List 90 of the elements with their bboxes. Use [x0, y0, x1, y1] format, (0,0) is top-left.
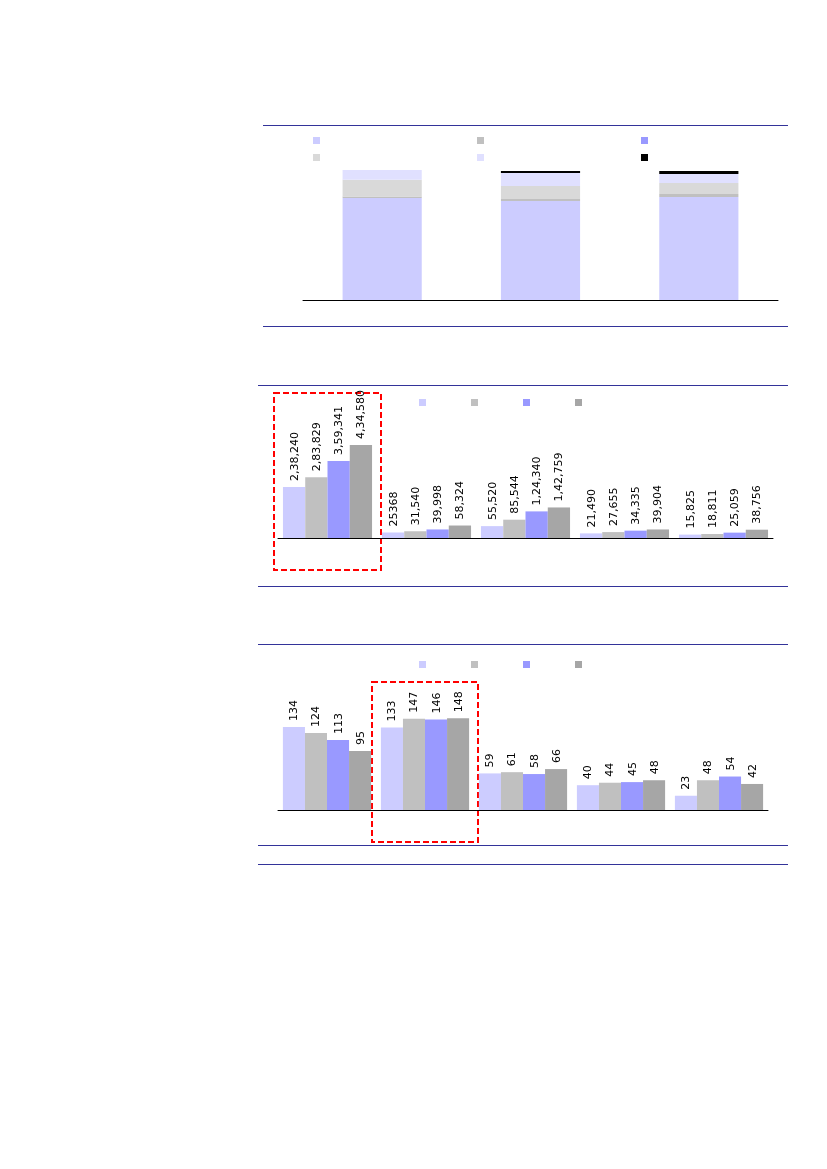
bar [480, 526, 504, 538]
data-label: 4,34,580 [354, 390, 368, 439]
bar [674, 795, 697, 810]
bar [500, 185, 581, 199]
bar [621, 782, 644, 810]
data-label: 85,544 [507, 475, 521, 514]
bar [282, 487, 306, 538]
bar [282, 726, 305, 810]
bar [327, 461, 350, 538]
data-label: 124 [309, 706, 323, 728]
data-label: 39,904 [651, 484, 665, 524]
data-label: 44 [603, 762, 617, 777]
bar [478, 773, 501, 810]
data-label: 3,59,341 [332, 406, 346, 456]
data-label: 61 [505, 752, 519, 767]
data-label: 48 [701, 760, 715, 775]
data-label: 18,811 [705, 489, 719, 528]
bar [659, 197, 739, 300]
bar [380, 727, 403, 810]
data-label: 23 [679, 775, 693, 790]
bar [545, 769, 568, 810]
data-label: 66 [549, 749, 563, 764]
bar [327, 739, 350, 810]
bar [523, 774, 546, 810]
bar [503, 519, 526, 538]
bar [500, 172, 581, 186]
data-label: 1,42,759 [552, 452, 566, 502]
bar [659, 183, 739, 195]
data-label: 113 [331, 712, 345, 734]
data-label: 2,83,829 [309, 422, 323, 472]
data-label: 25,059 [728, 488, 742, 527]
bar [342, 197, 422, 300]
bar [659, 171, 739, 175]
bar [719, 776, 742, 810]
bar [447, 718, 470, 810]
data-label: 59 [483, 753, 497, 768]
data-label: 39,998 [431, 484, 445, 524]
bar [696, 780, 719, 810]
data-label: 1,24,340 [530, 456, 544, 506]
bar [342, 179, 422, 197]
bar [349, 445, 373, 538]
bar [404, 531, 427, 538]
data-label: 58,324 [453, 481, 467, 520]
bar [448, 525, 472, 538]
bar [305, 477, 328, 538]
bar [646, 529, 670, 538]
bar [745, 529, 769, 538]
bar [701, 533, 724, 538]
data-label: 148 [451, 691, 465, 713]
data-label: 34,335 [629, 486, 643, 525]
data-label: 48 [647, 760, 661, 775]
bar [349, 751, 372, 810]
bar [500, 772, 523, 810]
bar [659, 194, 739, 198]
bar [598, 782, 621, 810]
data-label: 21,490 [584, 488, 598, 528]
bar [547, 507, 571, 538]
bar [426, 529, 449, 538]
data-label: 15,825 [683, 490, 697, 529]
data-label: 45 [625, 762, 639, 777]
bar [602, 532, 625, 538]
bar [741, 783, 764, 810]
bar [723, 532, 746, 538]
data-label: 40 [581, 765, 595, 780]
data-label: 38,756 [750, 485, 764, 524]
data-label: 133 [385, 700, 399, 722]
data-label: 2,38,240 [287, 432, 301, 482]
bar [402, 718, 425, 810]
data-label: 27,655 [606, 487, 620, 527]
data-label: 25368 [386, 491, 400, 527]
bar [576, 785, 599, 810]
bar [643, 780, 666, 810]
data-label: 134 [287, 699, 301, 721]
bar [342, 170, 422, 180]
bar [579, 533, 603, 538]
data-label: 54 [723, 756, 737, 771]
data-label: 42 [745, 763, 759, 778]
data-label: 95 [353, 731, 367, 746]
bar [425, 719, 448, 810]
bar [500, 200, 581, 300]
bar [624, 530, 647, 538]
data-label: 147 [407, 691, 421, 713]
data-label: 55,520 [485, 481, 499, 521]
data-label: 146 [429, 692, 443, 714]
bar [381, 532, 405, 538]
bar [659, 174, 739, 183]
data-label: 58 [527, 754, 541, 769]
data-label: 31,540 [408, 486, 422, 526]
bar [525, 511, 548, 538]
bar [304, 733, 327, 810]
